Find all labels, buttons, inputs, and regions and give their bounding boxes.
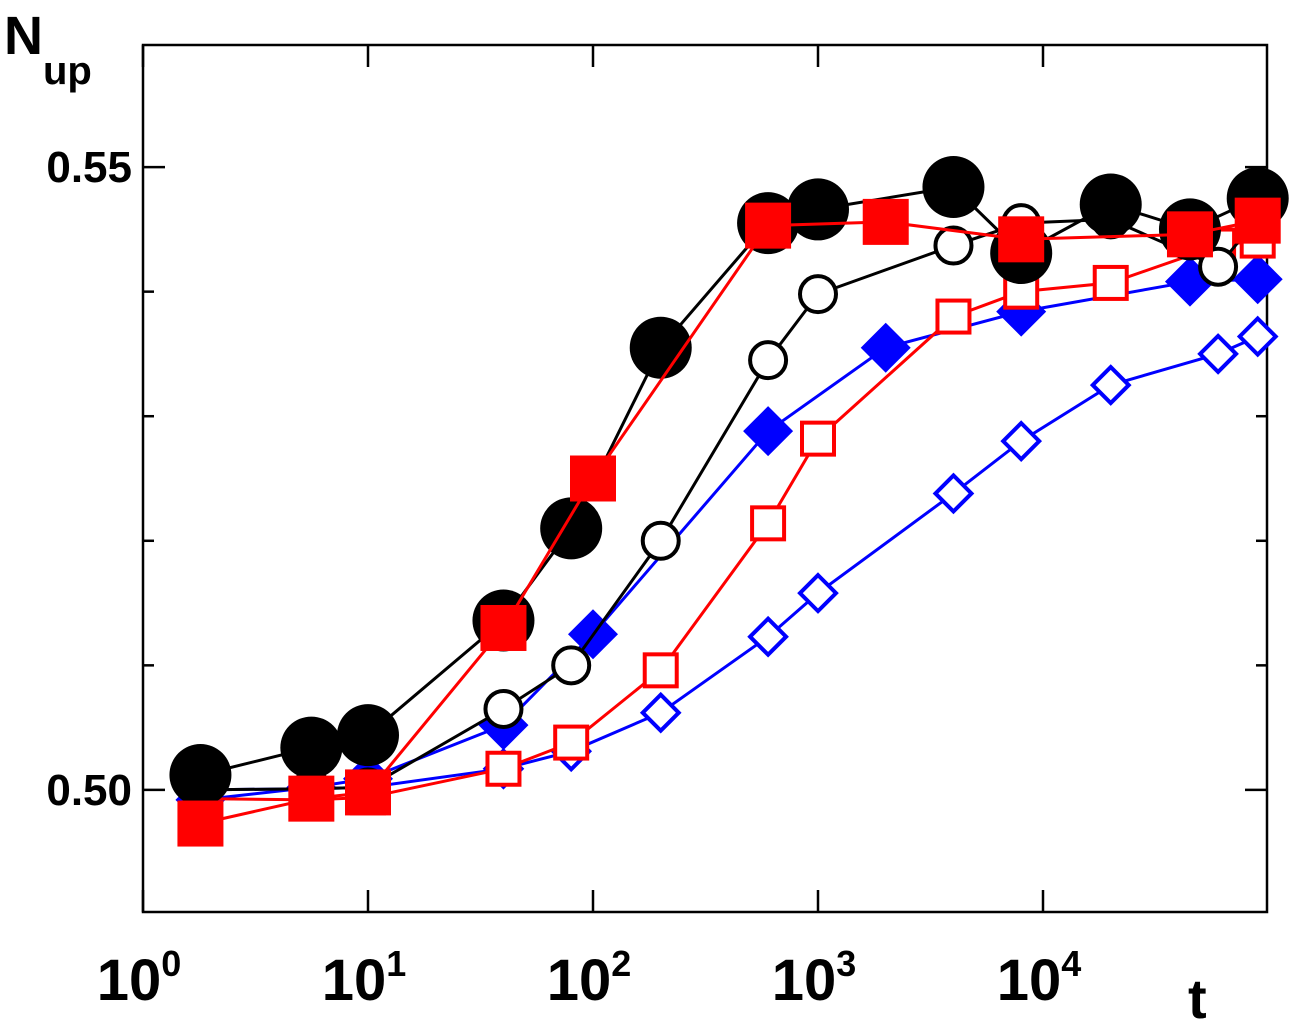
x-tick-label: 100 — [97, 943, 182, 1013]
x-tick-label: 103 — [772, 943, 857, 1013]
data-point — [860, 322, 911, 373]
data-point — [639, 691, 682, 734]
data-point — [922, 156, 985, 219]
data-point — [483, 688, 524, 729]
data-point — [800, 420, 836, 457]
data-point — [480, 604, 527, 651]
data-point — [998, 216, 1045, 263]
data-point — [1236, 315, 1279, 358]
data-point — [640, 520, 681, 561]
data-point — [745, 202, 792, 249]
x-tick-label: 101 — [322, 943, 407, 1013]
x-tick-label: 104 — [997, 943, 1082, 1013]
data-point — [932, 472, 975, 515]
series-layer — [169, 156, 1289, 847]
x-tick-label-base: 10 — [547, 948, 612, 1013]
data-point — [1000, 420, 1043, 462]
series-line — [200, 217, 1259, 792]
x-tick-label-exponent: 2 — [611, 943, 631, 984]
data-point — [1089, 364, 1132, 406]
data-point — [798, 274, 838, 315]
y-tick-label: 0.50 — [46, 766, 132, 815]
data-point — [797, 572, 839, 614]
data-point — [337, 704, 399, 767]
axis-ticks — [141, 45, 1267, 912]
x-tick-label-base: 10 — [772, 948, 837, 1013]
x-tick-label-base: 10 — [997, 948, 1062, 1013]
data-point — [280, 716, 343, 779]
x-axis-label: t — [1188, 967, 1207, 1029]
data-point — [933, 225, 974, 266]
data-point — [1197, 333, 1239, 375]
data-point — [747, 615, 789, 658]
y-tick-label: 0.55 — [46, 143, 132, 192]
data-point — [169, 743, 232, 806]
y-axis-label-sub: up — [43, 49, 92, 93]
data-point — [485, 750, 522, 787]
data-point — [750, 505, 787, 542]
data-point — [1234, 197, 1281, 244]
series-circle-filled — [169, 156, 1289, 806]
plot-frame — [141, 43, 1269, 914]
x-tick-label-exponent: 4 — [1061, 943, 1081, 984]
data-point — [345, 769, 391, 816]
x-tick-label-exponent: 3 — [836, 943, 856, 984]
data-point — [553, 724, 590, 761]
data-point — [1166, 211, 1213, 258]
x-tick-label-base: 10 — [322, 948, 387, 1013]
data-point — [1092, 264, 1129, 301]
y-axis-label: Nup — [4, 6, 92, 93]
data-point — [787, 178, 849, 241]
series-square-filled — [177, 197, 1281, 847]
data-point — [1079, 173, 1142, 236]
x-tick-label: 102 — [547, 943, 632, 1013]
data-point — [642, 652, 679, 689]
data-point — [748, 340, 789, 381]
y-axis-label-main: N — [4, 6, 43, 66]
data-point — [540, 497, 603, 560]
data-point — [1232, 254, 1283, 305]
data-point — [862, 198, 909, 245]
data-point — [551, 645, 592, 686]
data-point — [629, 316, 692, 379]
series-line — [200, 219, 1258, 826]
x-tick-label-base: 10 — [97, 948, 162, 1013]
data-point — [935, 298, 972, 335]
data-point — [743, 406, 794, 457]
x-tick-label-exponent: 1 — [386, 943, 406, 984]
x-tick-label-exponent: 0 — [161, 943, 181, 984]
data-point — [1198, 246, 1239, 287]
data-point — [570, 455, 616, 502]
data-point — [288, 775, 335, 822]
data-point — [177, 800, 224, 847]
